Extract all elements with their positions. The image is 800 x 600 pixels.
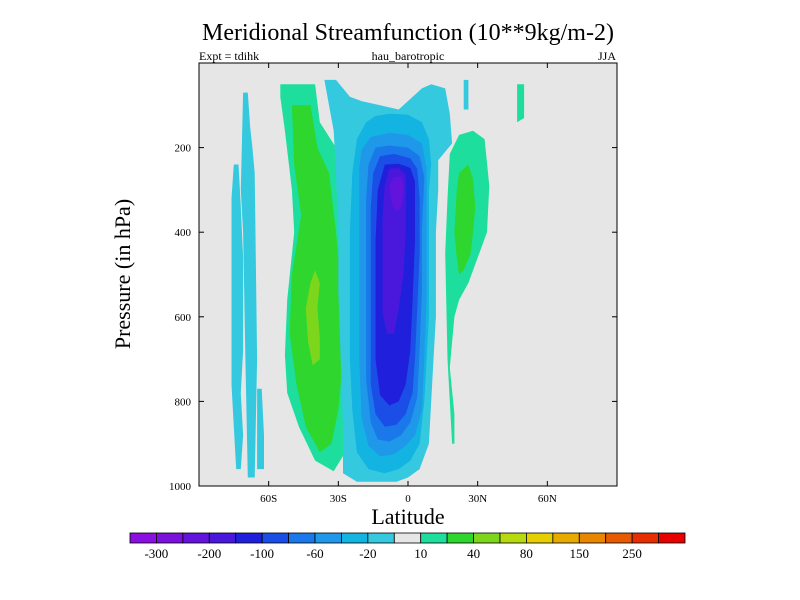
colorbar-label: 150 xyxy=(570,546,590,561)
colorbar-label: 10 xyxy=(414,546,427,561)
contour-region-c4 xyxy=(382,167,406,334)
colorbar: -300 -200 -100 -60 -20 10 40 80 150 250 xyxy=(129,532,686,561)
colorbar-swatch xyxy=(182,532,210,544)
subtitle-left: Expt = tdihk xyxy=(199,49,259,63)
colorbar-swatch xyxy=(314,532,342,544)
contour-region-c10 xyxy=(463,79,469,110)
colorbar-swatch xyxy=(288,532,316,544)
colorbar-swatch xyxy=(393,532,422,544)
x-tick-label: 0 xyxy=(405,493,411,505)
contour-region-c11 xyxy=(517,84,525,123)
x-tick-label: 60N xyxy=(538,493,557,505)
y-tick-label: 600 xyxy=(175,312,192,324)
colorbar-swatch xyxy=(605,532,633,544)
colorbar-label: -300 xyxy=(144,546,168,561)
colorbar-label: 250 xyxy=(622,546,642,561)
contour-region-c10 xyxy=(231,164,244,470)
colorbar-swatch xyxy=(446,532,474,544)
y-tick-label: 400 xyxy=(175,227,192,239)
colorbar-label: -100 xyxy=(250,546,274,561)
colorbar-label: -200 xyxy=(197,546,221,561)
y-tick-label: 1000 xyxy=(169,481,192,493)
colorbar-swatch xyxy=(631,532,659,544)
x-tick-label: 60S xyxy=(260,493,277,505)
colorbar-swatch xyxy=(208,532,237,544)
colorbar-swatch xyxy=(341,532,369,544)
y-tick-label: 200 xyxy=(175,143,192,155)
colorbar-swatch xyxy=(499,532,527,544)
y-axis-label: Pressure (in hPa) xyxy=(110,199,135,349)
colorbar-label: -60 xyxy=(306,546,323,561)
colorbar-label: -20 xyxy=(359,546,376,561)
colorbar-swatch xyxy=(526,532,554,544)
y-tick-label: 800 xyxy=(175,396,192,408)
contour-region-c12 xyxy=(454,164,476,275)
x-tick-label: 30S xyxy=(330,493,347,505)
colorbar-label: 40 xyxy=(467,546,480,561)
subtitle-center: hau_barotropic xyxy=(372,49,445,63)
colorbar-swatch xyxy=(473,532,501,544)
colorbar-swatch xyxy=(129,532,157,544)
contour-region-c13 xyxy=(305,270,320,366)
subtitle-right: JJA xyxy=(598,49,616,63)
colorbar-swatch xyxy=(156,532,184,544)
colorbar-label: 80 xyxy=(520,546,533,561)
contour-fills xyxy=(231,79,525,482)
colorbar-swatch xyxy=(658,532,686,544)
x-axis-ticks: 60S 30S 0 30N 60N xyxy=(260,63,557,505)
colorbar-swatch xyxy=(235,532,263,544)
colorbar-swatch xyxy=(420,532,448,544)
colorbar-swatch xyxy=(367,532,395,544)
y-axis-ticks: 200 400 600 800 1000 xyxy=(169,143,617,493)
colorbar-swatch xyxy=(552,532,580,544)
chart-title: Meridional Streamfunction (10**9kg/m-2) xyxy=(202,20,614,46)
contour-region-c10 xyxy=(240,92,258,478)
contour-region-c3 xyxy=(389,176,404,211)
x-axis-label: Latitude xyxy=(371,504,444,529)
contour-region-c10 xyxy=(257,388,264,470)
x-tick-label: 30N xyxy=(468,493,487,505)
colorbar-swatch xyxy=(261,532,289,544)
colorbar-swatch xyxy=(578,532,607,544)
